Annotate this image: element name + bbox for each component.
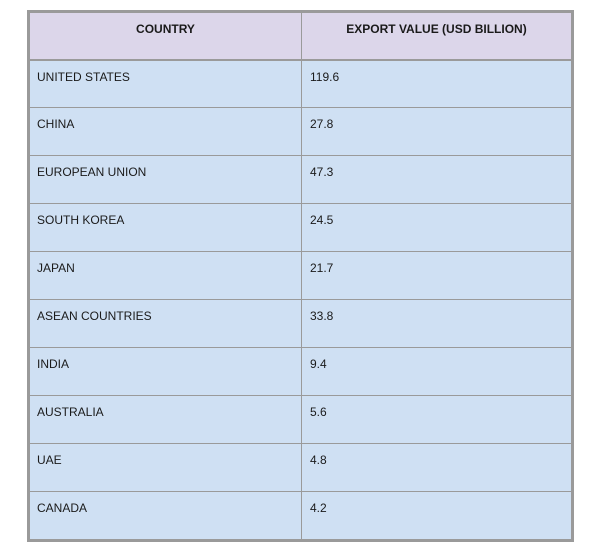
cell-country: CANADA [29, 491, 302, 540]
cell-country: EUROPEAN UNION [29, 155, 302, 204]
table-row: SOUTH KOREA 24.5 [29, 203, 572, 252]
table-row: ASEAN COUNTRIES 33.8 [29, 299, 572, 348]
cell-export-value: 5.6 [301, 395, 572, 444]
cell-country: UAE [29, 443, 302, 492]
table-header-row: COUNTRY EXPORT VALUE (USD BILLION) [29, 12, 572, 60]
column-header-country: COUNTRY [29, 12, 302, 60]
cell-export-value: 33.8 [301, 299, 572, 348]
cell-country: SOUTH KOREA [29, 203, 302, 252]
cell-export-value: 21.7 [301, 251, 572, 300]
column-header-export-value: EXPORT VALUE (USD BILLION) [301, 12, 572, 60]
table-row: EUROPEAN UNION 47.3 [29, 155, 572, 204]
cell-export-value: 4.8 [301, 443, 572, 492]
table-row: CHINA 27.8 [29, 107, 572, 156]
table-row: INDIA 9.4 [29, 347, 572, 396]
cell-export-value: 119.6 [301, 58, 572, 108]
cell-export-value: 9.4 [301, 347, 572, 396]
cell-country: UNITED STATES [29, 58, 302, 108]
cell-country: CHINA [29, 107, 302, 156]
cell-export-value: 27.8 [301, 107, 572, 156]
cell-country: ASEAN COUNTRIES [29, 299, 302, 348]
cell-export-value: 4.2 [301, 491, 572, 540]
table-row: UAE 4.8 [29, 443, 572, 492]
cell-country: INDIA [29, 347, 302, 396]
cell-country: AUSTRALIA [29, 395, 302, 444]
table-row: JAPAN 21.7 [29, 251, 572, 300]
table-row: UNITED STATES 119.6 [29, 58, 572, 108]
table-row: AUSTRALIA 5.6 [29, 395, 572, 444]
table-row: CANADA 4.2 [29, 491, 572, 540]
cell-export-value: 24.5 [301, 203, 572, 252]
cell-export-value: 47.3 [301, 155, 572, 204]
export-table: COUNTRY EXPORT VALUE (USD BILLION) UNITE… [29, 12, 572, 540]
cell-country: JAPAN [29, 251, 302, 300]
export-table-container: COUNTRY EXPORT VALUE (USD BILLION) UNITE… [27, 10, 574, 542]
